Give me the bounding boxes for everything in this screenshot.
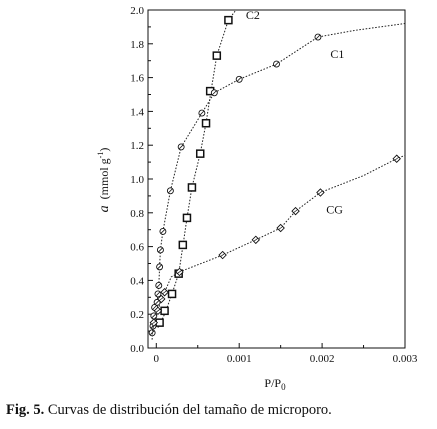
data-point-cg [392,154,401,163]
y-axis-title: a(mmol g-1) [96,148,112,213]
data-point-c1 [156,263,164,271]
series-cg [149,154,405,335]
y-axis-title-superscript: -1 [96,152,105,159]
data-point-c2 [182,213,192,223]
x-tick-label: 0.001 [227,353,252,365]
y-tick-label: 0.6 [130,242,144,254]
data-point-cg [153,306,163,316]
data-point-c2 [212,51,222,60]
x-tick-label: 0.003 [393,353,418,365]
data-point-c2 [201,118,211,128]
data-point-c2 [195,149,205,158]
x-tick-label: 0.002 [310,353,335,365]
data-point-cg [157,294,166,304]
series-line-cg [151,154,405,335]
caption-label: Fig. 5. [6,402,45,418]
y-tick-label: 0.4 [130,275,144,287]
data-point-cg [218,250,227,260]
data-point-c1 [177,143,185,151]
series-line-c2 [157,10,237,328]
y-tick-label: 0.0 [130,343,144,355]
x-axis-title: P/P0 [264,376,286,392]
data-point-c1 [166,187,174,195]
axis-ticks: 0.0 0.2 0.4 0.6 0.8 1.0 1.2 1.4 1.6 1.8 2.0 0 0.001 0… [130,5,418,365]
data-point-c1 [273,60,280,68]
data-point-cg [160,287,169,297]
data-point-c2 [178,240,188,250]
series-labels: C2 C1 CG [246,8,345,216]
chart-figure: 0.0 0.2 0.4 0.6 0.8 1.0 1.2 1.4 1.6 1.8 2.0 0 0.001 0… [96,5,418,392]
series-c2 [155,10,237,328]
series-line-c1 [151,23,405,340]
series-label-c2: C2 [246,8,260,22]
series-label-cg: CG [326,202,343,216]
data-point-c1 [156,246,164,254]
y-axis-title-symbol: a [97,205,112,212]
series-label-c1: C1 [330,47,344,61]
x-tick-label: 0 [154,353,160,365]
data-point-c2 [187,183,197,192]
y-tick-label: 0.2 [130,309,144,321]
series-group [148,10,405,340]
data-point-cg [175,267,184,277]
y-tick-label: 1.4 [130,106,144,118]
x-axis-title-subscript: 0 [281,382,286,392]
series-c1 [148,23,405,340]
data-point-c2 [224,15,233,25]
data-point-c1 [210,89,218,97]
data-point-cg [316,188,325,197]
data-point-c1 [159,227,167,235]
y-tick-label: 1.2 [130,140,144,152]
data-point-c1 [148,329,156,337]
data-point-cg [291,206,300,216]
y-tick-label: 1.0 [130,174,144,186]
data-point-cg [276,223,285,233]
caption-text: Curvas de distribución del tamaño de mic… [44,402,332,418]
data-point-c1 [198,109,206,117]
y-tick-label: 1.6 [130,73,144,85]
y-tick-label: 2.0 [130,5,144,17]
data-point-c2 [167,289,177,299]
figure-caption: Fig. 5. Curvas de distribución del tamañ… [6,402,434,419]
data-point-c1 [314,33,322,41]
data-point-cg [251,235,261,245]
data-point-c1 [235,75,243,83]
data-point-c1 [155,282,163,289]
y-tick-label: 1.8 [130,39,144,51]
data-point-c1 [154,290,162,298]
data-point-cg [149,318,159,327]
y-tick-label: 0.8 [130,208,144,220]
